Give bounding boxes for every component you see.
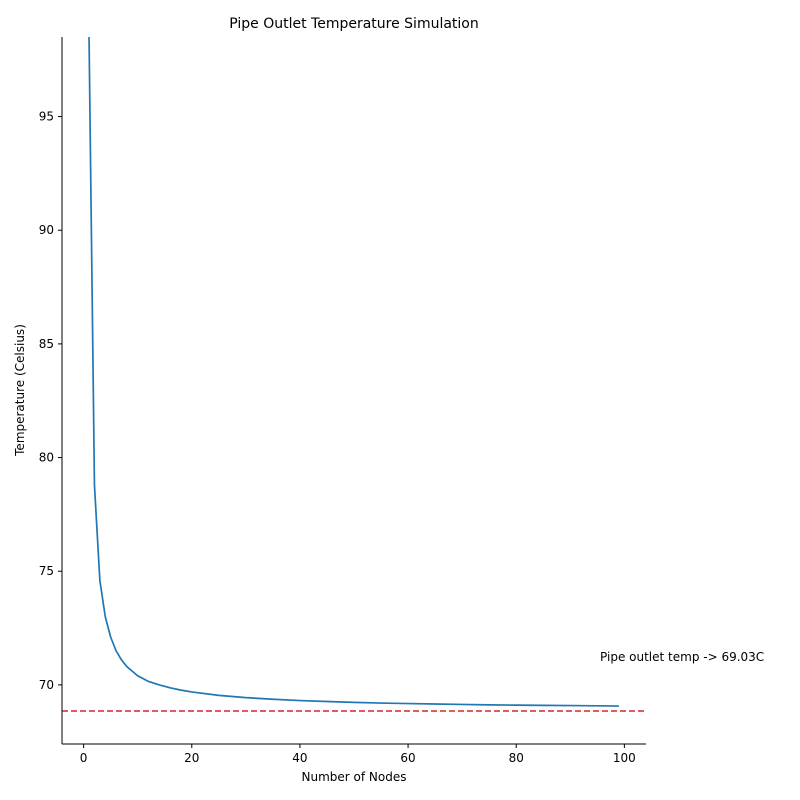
x-axis-ticks: 0 20 40 60 80 100: [80, 744, 636, 765]
x-tick-label: 20: [184, 751, 199, 765]
y-tick-label: 95: [39, 110, 54, 124]
y-tick-label: 80: [39, 451, 54, 465]
y-axis-ticks: 70 75 80 85 90 95: [39, 110, 62, 692]
outlet-temperature-annotation: Pipe outlet temp -> 69.03C: [600, 650, 764, 664]
y-axis-label: Temperature (Celsius): [13, 324, 27, 457]
x-tick-label: 40: [292, 751, 307, 765]
x-tick-label: 80: [509, 751, 524, 765]
x-tick-label: 60: [400, 751, 415, 765]
y-tick-label: 85: [39, 337, 54, 351]
y-tick-label: 75: [39, 564, 54, 578]
y-tick-label: 70: [39, 678, 54, 692]
x-axis-label: Number of Nodes: [302, 770, 407, 784]
temperature-series-line: [88, 36, 619, 707]
x-tick-label: 0: [80, 751, 88, 765]
y-tick-label: 90: [39, 223, 54, 237]
chart-title: Pipe Outlet Temperature Simulation: [229, 16, 479, 32]
x-tick-label: 100: [613, 751, 636, 765]
